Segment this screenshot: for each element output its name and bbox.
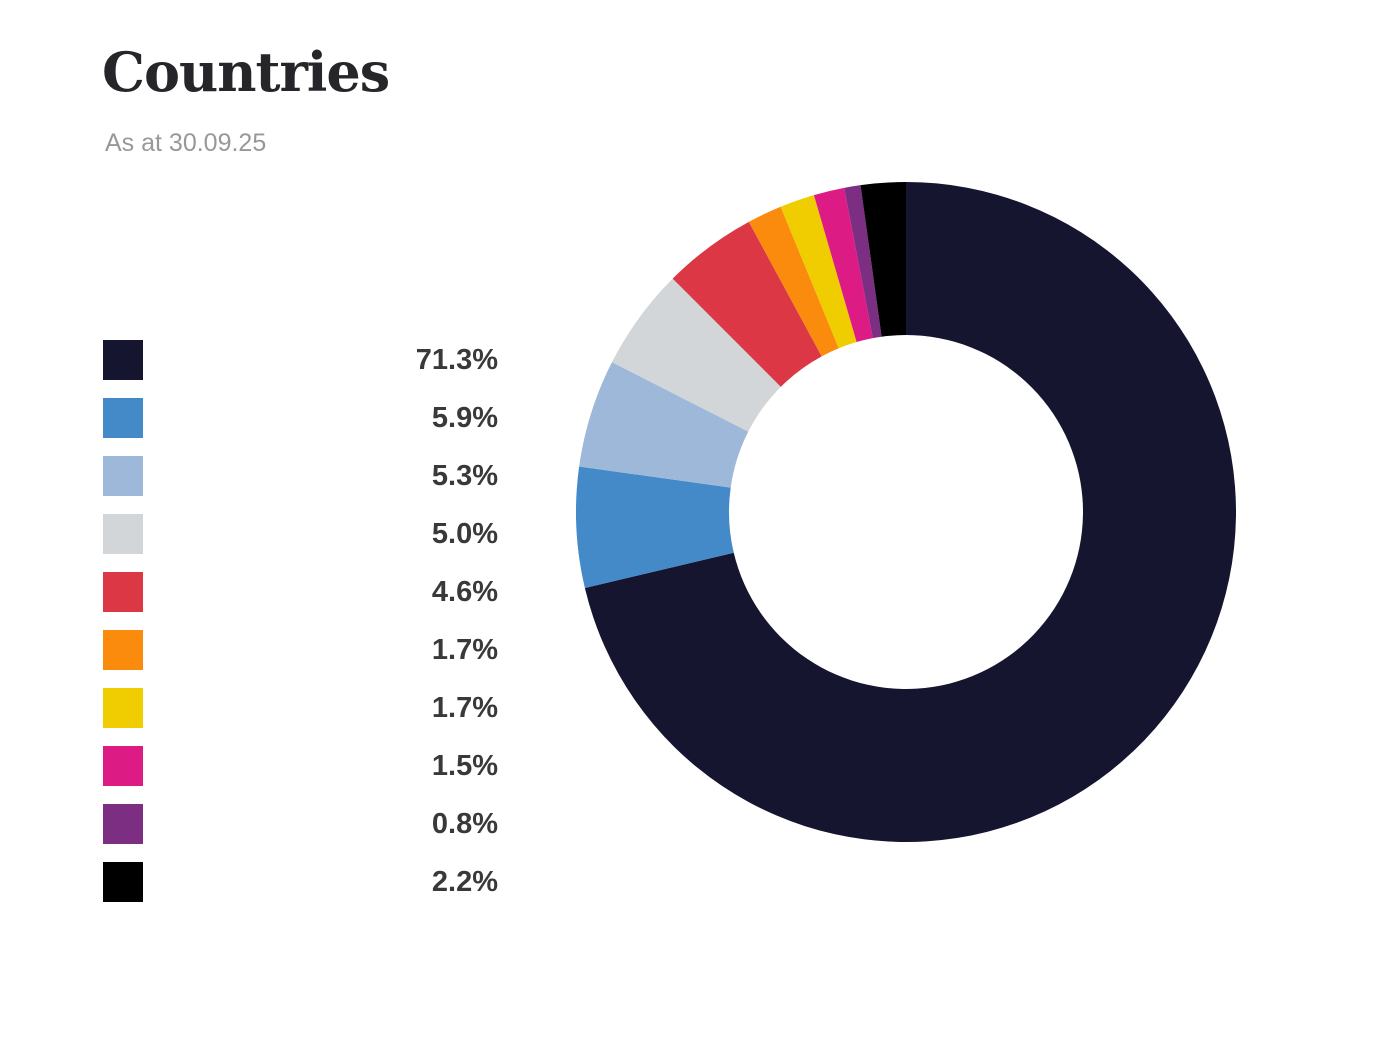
legend-value: 5.9%	[431, 401, 498, 434]
donut-segment	[748, 206, 839, 357]
legend-swatch	[103, 456, 143, 496]
legend-value: 1.5%	[431, 749, 498, 782]
donut-segment	[576, 466, 734, 589]
page-title: Countries	[102, 40, 390, 104]
legend-item: 0.8%	[103, 804, 498, 844]
legend-value: 71.3%	[415, 343, 498, 376]
legend-swatch	[103, 572, 143, 612]
legend-swatch	[103, 746, 143, 786]
donut-segment	[611, 278, 781, 432]
legend-value: 4.6%	[431, 575, 498, 608]
donut-segment	[584, 182, 1236, 842]
legend-swatch	[103, 514, 143, 554]
legend-item: 5.0%	[103, 514, 498, 554]
legend-item: 5.9%	[103, 398, 498, 438]
legend-swatch	[103, 862, 143, 902]
legend-swatch	[103, 688, 143, 728]
legend-item: 1.5%	[103, 746, 498, 786]
legend-item: 71.3%	[103, 340, 498, 380]
legend-item: 2.2%	[103, 862, 498, 902]
legend-value: 5.3%	[431, 459, 498, 492]
legend-item: 4.6%	[103, 572, 498, 612]
legend-swatch	[103, 804, 143, 844]
legend-value: 5.0%	[431, 517, 498, 550]
donut-segment	[780, 195, 857, 349]
as-at-date-label: As at 30.09.25	[105, 129, 267, 157]
chart-legend: 71.3% 5.9% 5.3% 5.0% 4.6% 1.7% 1.7% 1.5% 0.8% 2.2…	[103, 340, 498, 920]
legend-item: 1.7%	[103, 688, 498, 728]
legend-value: 1.7%	[431, 691, 498, 724]
legend-value: 0.8%	[431, 807, 498, 840]
donut-segment	[672, 221, 822, 387]
donut-chart	[576, 182, 1236, 842]
legend-swatch	[103, 630, 143, 670]
legend-value: 1.7%	[431, 633, 498, 666]
legend-item: 5.3%	[103, 456, 498, 496]
legend-swatch	[103, 398, 143, 438]
legend-value: 2.2%	[431, 865, 498, 898]
legend-swatch	[103, 340, 143, 380]
legend-item: 1.7%	[103, 630, 498, 670]
donut-segment	[813, 187, 873, 343]
donut-segment	[844, 185, 882, 339]
donut-segment	[860, 182, 906, 337]
donut-segment	[579, 362, 749, 488]
